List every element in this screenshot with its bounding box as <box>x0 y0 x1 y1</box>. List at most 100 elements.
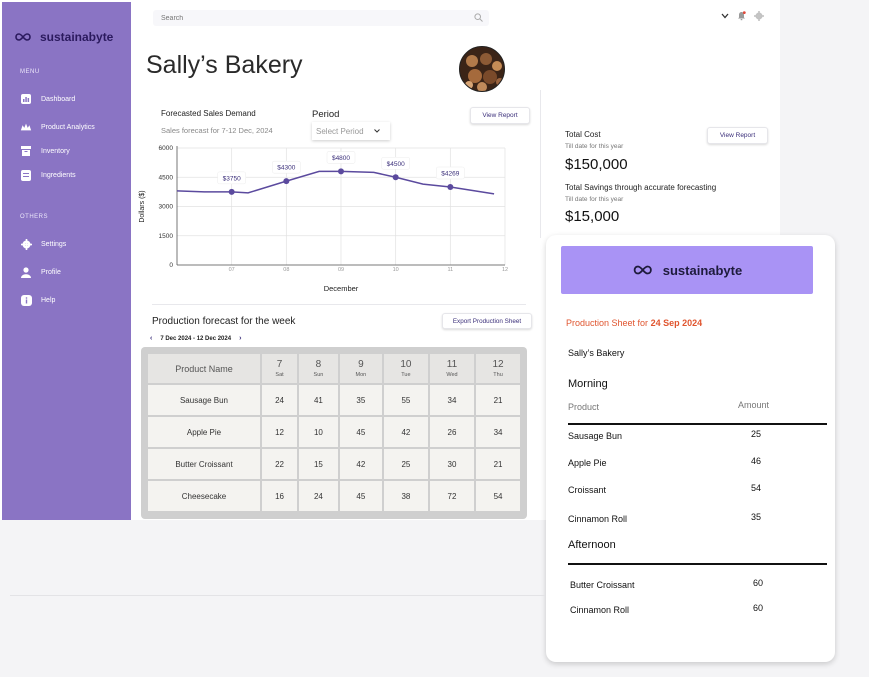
total-cost-label: Total Cost <box>565 130 601 139</box>
sheet-title: Production Sheet for 24 Sep 2024 <box>566 318 702 328</box>
product-name-cell: Butter Croissant <box>148 449 260 479</box>
quantity-cell: 34 <box>476 417 520 447</box>
quantity-cell: 45 <box>339 481 382 511</box>
sidebar-item-label: Dashboard <box>41 95 76 103</box>
product-name-cell: Apple Pie <box>148 417 260 447</box>
data-label: $4800 <box>332 155 350 162</box>
analytics-icon <box>20 121 32 133</box>
data-point <box>447 184 454 190</box>
quantity-cell: 55 <box>383 385 428 415</box>
table-header-row: Product Name 7 Sat 8 Sun 9 Mon 10 Tue 11 Wed … <box>148 354 520 383</box>
quantity-cell: 54 <box>476 481 520 511</box>
view-report-button[interactable]: View Report <box>707 127 768 144</box>
y-tick-label: 3000 <box>159 204 174 211</box>
day-date: 8 <box>315 359 322 370</box>
sheet-row-name: Croissant <box>568 485 607 495</box>
view-report-button[interactable]: View Report <box>470 107 530 124</box>
total-savings-value: $15,000 <box>565 208 620 225</box>
day-weekday: Wed <box>446 372 458 378</box>
y-tick-label: 1500 <box>159 233 174 240</box>
quantity-cell: 26 <box>429 417 475 447</box>
info-icon <box>20 294 32 306</box>
day-date: 7 <box>276 359 283 370</box>
user-icon <box>20 266 32 278</box>
sidebar-item-help[interactable]: Help <box>20 294 55 306</box>
x-tick-label: 08 <box>283 267 289 273</box>
day-date: 12 <box>492 359 504 370</box>
product-name-cell: Cheesecake <box>148 481 260 511</box>
sheet-header: sustainabyte <box>561 246 813 294</box>
sheet-bakery-name: Sally’s Bakery <box>568 348 625 358</box>
day-date: 10 <box>400 359 412 370</box>
sidebar-item-label: Inventory <box>41 147 70 155</box>
total-savings-sub: Till date for this year <box>565 196 624 203</box>
quantity-cell: 22 <box>262 449 298 479</box>
quantity-cell: 16 <box>262 481 298 511</box>
sheet-row-amount: 35 <box>751 512 762 522</box>
quantity-cell: 45 <box>339 417 382 447</box>
quantity-cell: 25 <box>383 449 428 479</box>
sidebar-item-settings[interactable]: Settings <box>20 238 66 250</box>
others-section-label: OTHERS <box>20 214 49 220</box>
table-row: Butter Croissant 22 15 42 25 30 21 <box>148 449 520 479</box>
chevron-down-icon <box>373 129 380 133</box>
data-point <box>228 188 235 195</box>
day-header: 12 Thu <box>476 354 520 383</box>
brand-name: sustainabyte <box>40 30 114 44</box>
chevron-left-icon[interactable]: ‹ <box>150 335 153 342</box>
day-header: 10 Tue <box>383 354 428 383</box>
sidebar-item-ingredients[interactable]: Ingredients <box>20 169 76 181</box>
sidebar-item-product-analytics[interactable]: Product Analytics <box>20 121 95 133</box>
sidebar-item-dashboard[interactable]: Dashboard <box>20 93 75 105</box>
quantity-cell: 10 <box>299 417 338 447</box>
quantity-cell: 12 <box>262 417 298 447</box>
table-row: Cheesecake 16 24 45 38 72 54 <box>148 481 520 511</box>
brand-logo[interactable]: sustainabyte <box>14 30 113 44</box>
table-row: Apple Pie 12 10 45 42 26 34 <box>148 417 520 447</box>
day-header: 9 Mon <box>339 354 382 383</box>
data-label: $3750 <box>223 175 241 182</box>
sidebar-item-profile[interactable]: Profile <box>20 266 61 278</box>
data-label: $4300 <box>277 165 295 172</box>
day-weekday: Sat <box>275 372 284 378</box>
sheet-row-amount: 25 <box>751 429 762 439</box>
x-tick-label: 07 <box>229 267 235 273</box>
quantity-cell: 42 <box>339 449 382 479</box>
data-point <box>283 178 290 185</box>
sheet-row-name: Cinnamon Roll <box>568 514 628 524</box>
avatar[interactable] <box>459 46 505 92</box>
sidebar-item-label: Settings <box>41 240 67 248</box>
data-point <box>392 174 399 181</box>
search-icon[interactable] <box>474 13 483 22</box>
total-savings-label: Total Savings through accurate forecasti… <box>565 183 717 192</box>
afternoon-heading: Afternoon <box>568 539 616 551</box>
sheet-title-date: 24 Sep 2024 <box>650 318 703 328</box>
sidebar: sustainabyte MENU Dashboard Product Anal… <box>2 2 131 520</box>
sidebar-item-label: Help <box>41 296 56 304</box>
sidebar-item-inventory[interactable]: Inventory <box>20 145 70 157</box>
day-header: 7 Sat <box>262 354 298 383</box>
production-table: Product Name 7 Sat 8 Sun 9 Mon 10 Tue 11 Wed … <box>146 352 522 513</box>
morning-heading: Morning <box>568 378 608 390</box>
day-weekday: Sun <box>313 372 324 378</box>
period-select[interactable]: Select Period <box>312 122 390 140</box>
sheet-row-name: Butter Croissant <box>570 580 635 590</box>
export-production-sheet-button[interactable]: Export Production Sheet <box>442 313 532 329</box>
chevron-right-icon[interactable]: › <box>239 335 242 342</box>
sheet-row-amount: 60 <box>753 603 764 613</box>
gear-icon[interactable] <box>754 11 764 21</box>
bell-icon[interactable] <box>737 11 746 21</box>
production-table-container: Product Name 7 Sat 8 Sun 9 Mon 10 Tue 11 Wed … <box>141 347 527 519</box>
quantity-cell: 30 <box>429 449 475 479</box>
sidebar-item-label: Profile <box>41 268 61 276</box>
inventory-icon <box>20 145 32 157</box>
quantity-cell: 72 <box>429 481 475 511</box>
chevron-down-icon[interactable] <box>721 13 729 19</box>
day-weekday: Thu <box>493 372 503 378</box>
search-input[interactable] <box>153 10 489 26</box>
sheet-title-prefix: Production Sheet for <box>566 318 649 328</box>
quantity-cell: 21 <box>476 385 520 415</box>
ingredients-icon <box>20 169 32 181</box>
sheet-row-name: Cinnamon Roll <box>570 605 630 615</box>
